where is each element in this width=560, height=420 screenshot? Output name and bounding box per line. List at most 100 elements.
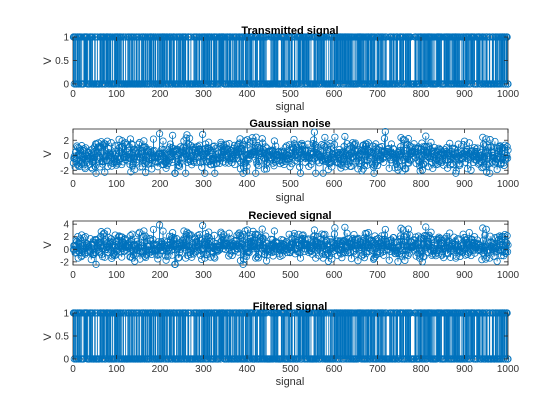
stem-marker bbox=[359, 165, 367, 173]
stem-marker bbox=[312, 169, 320, 177]
stem-marker bbox=[176, 159, 184, 167]
stem-marker bbox=[406, 141, 414, 150]
stem-marker bbox=[487, 142, 495, 151]
stem-marker bbox=[463, 146, 471, 154]
stem-marker bbox=[130, 33, 138, 41]
stem-marker bbox=[452, 167, 460, 175]
stem-marker bbox=[239, 169, 247, 177]
x-tick-label: 800 bbox=[413, 89, 430, 100]
stem-marker bbox=[482, 135, 490, 143]
stem-marker bbox=[368, 160, 376, 168]
stem-marker bbox=[404, 135, 412, 143]
stem-marker bbox=[228, 159, 236, 167]
stem-marker bbox=[270, 137, 279, 145]
stem-marker bbox=[201, 169, 209, 177]
stem-marker bbox=[252, 169, 260, 177]
stem-marker bbox=[149, 135, 158, 143]
stem-marker bbox=[387, 140, 396, 148]
x-tick-label: 700 bbox=[369, 89, 386, 100]
stem-marker bbox=[155, 130, 164, 138]
stem-marker bbox=[470, 144, 479, 152]
stem-marker bbox=[185, 134, 194, 142]
subplot-gaussian-noise: -202 0 100 200 300 400 500 600 700 800 900 1000 Ga… bbox=[42, 118, 520, 204]
stem-marker bbox=[309, 136, 318, 144]
stem-marker bbox=[215, 159, 224, 167]
stem-marker bbox=[119, 158, 127, 166]
stem-marker bbox=[503, 33, 511, 41]
stem-marker bbox=[326, 139, 334, 147]
stem-marker bbox=[101, 168, 109, 176]
stem-marker bbox=[259, 145, 267, 154]
stem-marker bbox=[272, 142, 280, 150]
y-axis-label: V bbox=[42, 150, 54, 158]
stem-marker bbox=[260, 165, 268, 173]
stem-marker bbox=[380, 134, 389, 142]
stem-marker bbox=[211, 155, 219, 164]
stem-marker bbox=[310, 128, 319, 136]
stem-marker bbox=[202, 157, 210, 165]
stem-marker bbox=[305, 162, 313, 171]
chart-title: Transmitted signal bbox=[241, 25, 338, 37]
stem-marker bbox=[276, 159, 284, 168]
stem-marker bbox=[394, 166, 402, 174]
x-tick-label: 0 bbox=[70, 89, 76, 100]
stem-marker bbox=[251, 141, 259, 149]
stem-marker bbox=[245, 155, 253, 163]
stem-marker bbox=[178, 145, 186, 153]
x-tick-label: 200 bbox=[152, 179, 169, 190]
stem-marker bbox=[296, 169, 305, 177]
stem-marker bbox=[331, 133, 339, 141]
stem-marker bbox=[136, 163, 144, 171]
stem-marker bbox=[225, 140, 233, 148]
stem-marker bbox=[242, 167, 251, 175]
stem-marker bbox=[175, 163, 184, 171]
y-tick-label: 0 bbox=[63, 80, 69, 91]
y-axis-label: V bbox=[42, 57, 54, 65]
stem-series bbox=[69, 127, 512, 177]
stem-marker bbox=[234, 154, 242, 163]
stem-marker bbox=[504, 146, 512, 154]
stem-marker bbox=[258, 135, 266, 143]
stem-marker bbox=[343, 160, 352, 168]
stem-marker bbox=[398, 167, 406, 175]
stem-marker bbox=[92, 169, 100, 177]
stem-marker bbox=[351, 139, 359, 147]
stem-marker bbox=[395, 147, 403, 155]
stem-marker bbox=[240, 163, 248, 172]
stem-marker bbox=[319, 169, 327, 177]
stem-marker bbox=[426, 145, 434, 154]
stem-marker bbox=[379, 158, 388, 166]
stem-marker bbox=[103, 137, 111, 145]
stem-marker bbox=[243, 162, 251, 170]
stem-marker bbox=[236, 135, 244, 143]
stem-marker bbox=[427, 138, 435, 147]
x-tick-label: 100 bbox=[108, 89, 125, 100]
stem-marker bbox=[290, 140, 299, 148]
stem-marker bbox=[491, 137, 499, 146]
stem-marker bbox=[493, 165, 501, 174]
x-tick-label: 900 bbox=[456, 179, 473, 190]
stem-marker bbox=[446, 161, 455, 169]
stem-marker bbox=[254, 161, 262, 170]
x-tick-label: 300 bbox=[195, 179, 212, 190]
x-tick-label: 500 bbox=[282, 89, 299, 100]
stem-marker bbox=[341, 132, 349, 141]
stem-marker bbox=[262, 165, 271, 173]
stem-marker bbox=[422, 132, 430, 140]
stem-marker bbox=[230, 141, 238, 150]
stem-marker bbox=[385, 164, 393, 172]
stem-marker bbox=[425, 142, 433, 150]
x-tick-label: 0 bbox=[70, 179, 76, 190]
stem-marker bbox=[163, 161, 171, 169]
stem-marker bbox=[171, 169, 179, 177]
stem-marker bbox=[486, 169, 494, 177]
stem-marker bbox=[454, 140, 463, 148]
stem-marker bbox=[497, 159, 506, 167]
y-tick-label: -2 bbox=[60, 166, 69, 177]
chart-title: Gaussian noise bbox=[249, 118, 330, 130]
x-tick-label: 600 bbox=[326, 179, 343, 190]
x-axis-label: signal bbox=[276, 101, 305, 113]
x-tick-label: 500 bbox=[282, 179, 299, 190]
x-tick-label: 100 bbox=[108, 179, 125, 190]
